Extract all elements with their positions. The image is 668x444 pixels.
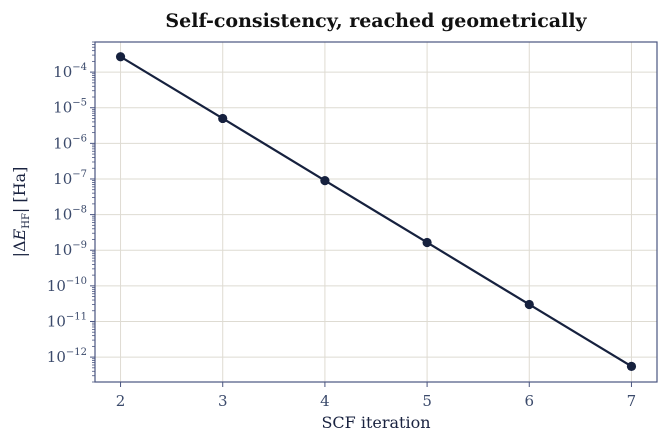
grid-lines	[95, 42, 657, 382]
series-line	[119, 55, 633, 368]
y-tick-exponent: −4	[72, 62, 87, 73]
y-label-prefix: |Δ	[10, 240, 29, 257]
y-tick-exponent: −10	[66, 276, 87, 287]
y-tick-exponent: −8	[72, 205, 87, 216]
plot-frame	[94, 41, 658, 383]
x-axis-label: SCF iteration	[321, 413, 430, 432]
y-tick-base: 10	[47, 348, 66, 366]
y-tick-label: 10−5	[53, 98, 87, 117]
y-tick-label: 10−7	[53, 169, 87, 188]
y-tick-label: 10−10	[47, 276, 87, 295]
y-tick-label: 10−11	[47, 311, 87, 330]
y-label-suffix: | [Ha]	[10, 167, 29, 213]
y-tick-base: 10	[53, 63, 72, 81]
y-tick-label: 10−12	[47, 347, 87, 366]
y-tick-exponent: −9	[72, 240, 87, 251]
chart-title: Self-consistency, reached geometrically	[165, 10, 587, 32]
y-tick-base: 10	[47, 312, 66, 330]
y-tick-exponent: −12	[66, 347, 87, 358]
y-axis-label: |ΔEHF| [Ha]	[10, 167, 32, 258]
y-tick-base: 10	[53, 206, 72, 224]
y-tick-base: 10	[53, 99, 72, 117]
y-tick-base: 10	[47, 277, 66, 295]
y-tick-exponent: −5	[72, 98, 87, 109]
data-point	[218, 113, 228, 124]
y-label-subscript: HF	[21, 213, 32, 229]
y-tick-base: 10	[53, 241, 72, 259]
data-point	[524, 299, 534, 310]
data-point	[115, 52, 126, 62]
x-axis-ticks: 2 3 4 5 6 7	[116, 382, 636, 410]
data-point	[422, 237, 432, 248]
data-point	[320, 176, 330, 186]
y-tick-base: 10	[53, 134, 72, 152]
y-tick-label: 10−4	[53, 62, 87, 81]
y-tick-label: 10−6	[53, 133, 87, 152]
y-tick-exponent: −11	[66, 311, 87, 322]
y-tick-base: 10	[53, 170, 72, 188]
x-tick-label: 7	[627, 392, 637, 410]
x-tick-label: 6	[524, 392, 534, 410]
x-tick-label: 3	[218, 392, 228, 410]
y-label-variable: E	[10, 228, 29, 241]
x-tick-label: 5	[422, 392, 432, 410]
data-series	[115, 52, 637, 371]
data-point	[626, 361, 637, 371]
x-tick-label: 2	[116, 392, 126, 410]
x-tick-label: 4	[320, 392, 330, 410]
y-tick-exponent: −7	[72, 169, 87, 180]
y-tick-label: 10−8	[53, 205, 87, 224]
y-tick-exponent: −6	[72, 133, 87, 144]
y-tick-label: 10−9	[53, 240, 87, 259]
